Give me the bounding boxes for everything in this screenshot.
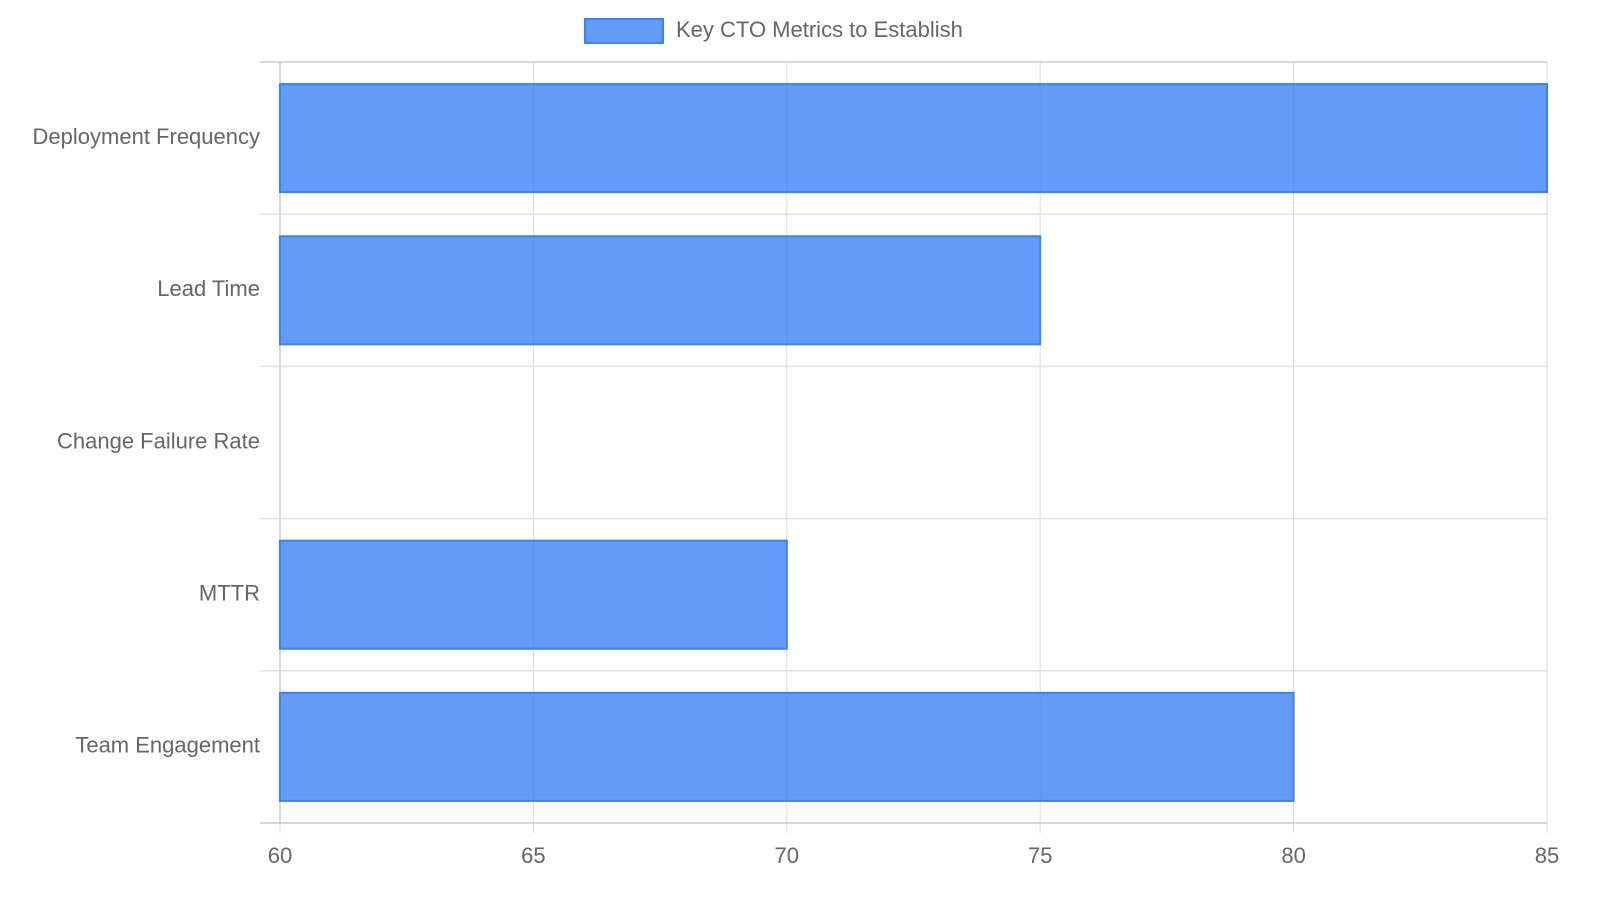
- y-tick-label: MTTR: [199, 581, 260, 606]
- legend-label: Key CTO Metrics to Establish: [676, 17, 963, 42]
- y-tick-label: Team Engagement: [75, 733, 260, 758]
- x-tick-label: 75: [1028, 843, 1052, 868]
- bar: [279, 691, 1295, 802]
- bar: [279, 83, 1548, 194]
- y-tick-label: Lead Time: [157, 276, 260, 301]
- x-tick-label: 65: [521, 843, 545, 868]
- x-tick-label: 85: [1535, 843, 1559, 868]
- bar: [279, 539, 788, 650]
- x-tick-label: 80: [1281, 843, 1305, 868]
- x-tick-label: 60: [268, 843, 292, 868]
- legend-swatch: [584, 18, 664, 44]
- bar: [279, 235, 1042, 346]
- y-tick-label: Deployment Frequency: [33, 124, 260, 149]
- y-tick-label: Change Failure Rate: [57, 428, 260, 453]
- x-tick-label: 70: [775, 843, 799, 868]
